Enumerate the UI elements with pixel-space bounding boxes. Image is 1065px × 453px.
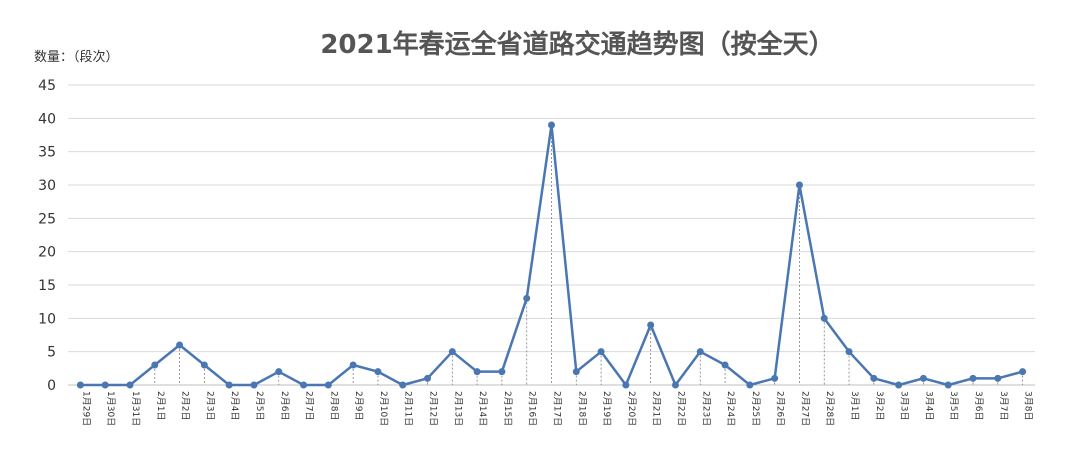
x-tick-label: 2月24日 — [725, 391, 736, 426]
data-point — [498, 368, 506, 376]
x-tick-label: 3月6日 — [973, 391, 984, 420]
x-tick-label: 2月18日 — [576, 391, 587, 426]
y-tick-label-20: 20 — [38, 245, 56, 261]
data-point — [200, 361, 208, 369]
x-tick-label: 3月5日 — [948, 391, 959, 420]
y-tick-label-15: 15 — [38, 278, 56, 294]
data-point — [845, 348, 853, 356]
x-tick-label: 2月11日 — [403, 391, 414, 426]
x-tick-label: 2月2日 — [180, 391, 191, 420]
x-tick-label: 2月16日 — [527, 391, 538, 426]
data-point — [300, 381, 308, 389]
x-tick-label: 3月2日 — [874, 391, 885, 420]
data-point — [1019, 368, 1027, 376]
data-point — [176, 341, 184, 349]
data-point — [126, 381, 134, 389]
y-tick-label-0: 0 — [47, 378, 56, 394]
y-tick-label-30: 30 — [38, 178, 56, 194]
y-tick-label-35: 35 — [38, 145, 56, 161]
x-tick-label: 2月3日 — [204, 391, 215, 420]
x-tick-label: 2月5日 — [254, 391, 265, 420]
data-point — [424, 374, 432, 382]
data-point — [597, 348, 605, 356]
data-point — [771, 374, 779, 382]
x-tick-label: 2月13日 — [452, 391, 463, 426]
x-tick-label: 3月4日 — [923, 391, 934, 420]
data-point — [572, 368, 580, 376]
data-point — [919, 374, 927, 382]
x-tick-label: 3月3日 — [899, 391, 910, 420]
data-point — [76, 381, 84, 389]
x-tick-label: 2月9日 — [353, 391, 364, 420]
data-point — [647, 321, 655, 329]
x-tick-label: 2月1日 — [155, 391, 166, 420]
x-tick-label: 1月30日 — [105, 391, 116, 426]
x-tick-label: 1月31日 — [130, 391, 141, 426]
data-point — [250, 381, 258, 389]
data-point — [151, 361, 159, 369]
y-axis-label: 数量：（段次） — [34, 50, 119, 65]
x-tick-label: 2月17日 — [552, 391, 563, 426]
x-tick-label: 2月22日 — [675, 391, 686, 426]
data-point — [548, 121, 555, 129]
x-tick-label: 3月1日 — [849, 391, 860, 420]
x-tick-label: 2月12日 — [428, 391, 439, 426]
data-point — [324, 381, 332, 389]
y-tick-label-25: 25 — [38, 211, 56, 227]
data-point — [523, 294, 531, 302]
data-point — [994, 374, 1002, 382]
x-tick-label: 2月20日 — [626, 391, 637, 426]
y-tick-label-40: 40 — [38, 111, 56, 127]
x-tick-label: 3月7日 — [998, 391, 1009, 420]
x-tick-label: 3月8日 — [1023, 391, 1034, 420]
x-tick-label: 1月29日 — [80, 391, 91, 426]
data-point — [870, 374, 878, 382]
data-point — [225, 381, 233, 389]
data-point — [671, 381, 679, 389]
data-point — [969, 374, 977, 382]
data-point — [399, 381, 407, 389]
data-point — [448, 348, 456, 356]
data-point — [820, 314, 828, 322]
data-point — [101, 381, 109, 389]
y-tick-label-45: 45 — [38, 78, 56, 94]
data-point — [944, 381, 952, 389]
x-tick-label: 2月14日 — [477, 391, 488, 426]
x-tick-label: 2月23日 — [700, 391, 711, 426]
x-tick-label: 2月19日 — [601, 391, 612, 426]
x-tick-label: 2月26日 — [775, 391, 786, 426]
data-point — [349, 361, 357, 369]
data-point — [721, 361, 729, 369]
x-tick-label: 2月28日 — [824, 391, 835, 426]
data-point — [746, 381, 754, 389]
chart-title: 2021年春运全省道路交通趋势图（按全天） — [320, 30, 835, 60]
x-tick-label: 2月27日 — [799, 391, 810, 426]
x-tick-label: 2月25日 — [750, 391, 761, 426]
data-point — [622, 381, 630, 389]
x-tick-label: 2月6日 — [279, 391, 290, 420]
data-point — [696, 348, 704, 356]
data-point — [275, 368, 283, 376]
y-tick-label-10: 10 — [38, 311, 56, 327]
x-tick-label: 2月8日 — [328, 391, 339, 420]
x-tick-label: 2月21日 — [651, 391, 662, 426]
data-point — [374, 368, 382, 376]
data-point — [473, 368, 481, 376]
x-tick-label: 2月15日 — [502, 391, 513, 426]
x-tick-label: 2月10日 — [378, 391, 389, 426]
data-point — [795, 181, 803, 189]
data-point — [895, 381, 903, 389]
y-tick-label-5: 5 — [47, 345, 56, 361]
x-tick-label: 2月7日 — [304, 391, 315, 420]
x-tick-label: 2月4日 — [229, 391, 240, 420]
